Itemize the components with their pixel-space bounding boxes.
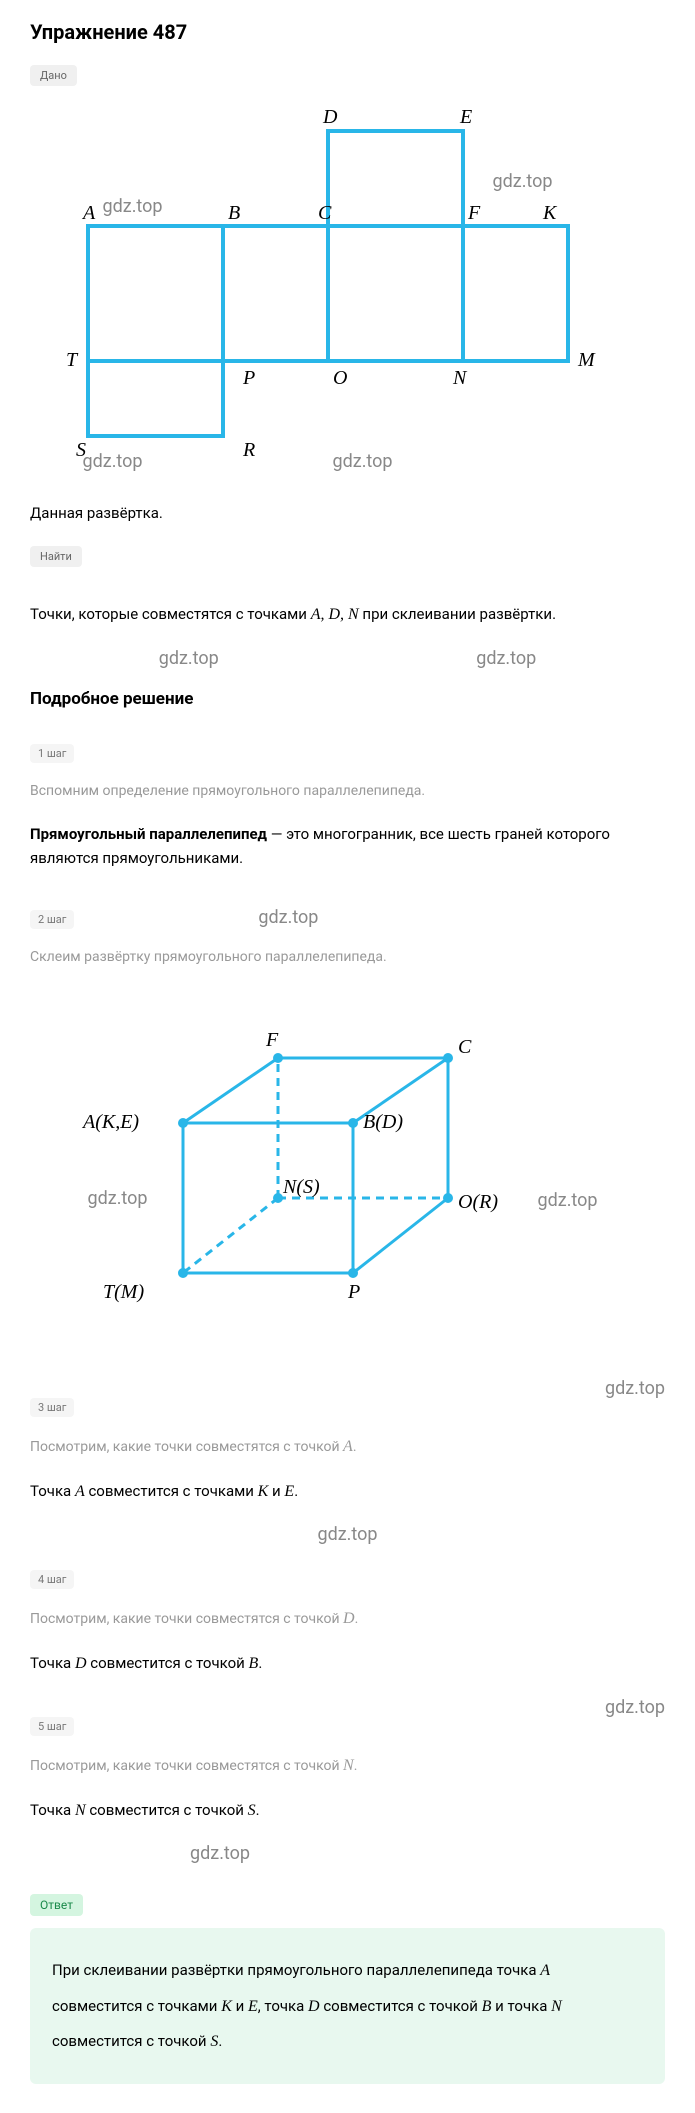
watermark-icon: gdz.top [605, 1697, 665, 1718]
svg-text:N: N [452, 367, 468, 389]
svg-text:A(K,E): A(K,E) [81, 1111, 139, 1133]
net-diagram: D E A B C F K T P O N M S R gdz.top gdz.… [48, 101, 648, 481]
svg-text:S: S [76, 439, 86, 461]
given-badge: Дано [30, 65, 77, 86]
find-text: Точки, которые совместятся с точками A, … [30, 602, 665, 628]
watermark-icon: gdz.top [30, 1524, 665, 1545]
svg-text:D: D [322, 106, 338, 128]
step-3-intro: Посмотрим, какие точки совместятся с точ… [30, 1435, 665, 1459]
step-3-result: Точка A совместится с точками K и E. [30, 1479, 665, 1505]
svg-text:B(D): B(D) [363, 1111, 403, 1133]
svg-text:P: P [347, 1281, 360, 1303]
step-4-badge: 4 шаг [30, 1570, 74, 1589]
step-4-result: Точка D совместится с точкой B. [30, 1651, 665, 1677]
svg-text:F: F [265, 1029, 279, 1051]
svg-text:C: C [458, 1036, 472, 1058]
answer-badge: Ответ [30, 1894, 83, 1916]
step-2-badge: 2 шаг [30, 910, 74, 929]
step-5-intro: Посмотрим, какие точки совместятся с точ… [30, 1754, 665, 1778]
step-5-result: Точка N совместится с точкой S. [30, 1798, 665, 1824]
step-4-intro: Посмотрим, какие точки совместятся с точ… [30, 1607, 665, 1631]
svg-text:O: O [333, 367, 347, 389]
svg-text:R: R [242, 439, 255, 461]
svg-text:T(M): T(M) [103, 1281, 144, 1303]
page-title: Упражнение 487 [30, 20, 665, 44]
step-1-intro: Вспомним определение прямоугольного пара… [30, 781, 665, 802]
solution-heading: Подробное решение [30, 689, 665, 709]
watermark-icon: gdz.top [258, 907, 318, 928]
step-2-intro: Склеим развёртку прямоугольного параллел… [30, 947, 665, 968]
step-5-badge: 5 шаг [30, 1717, 74, 1736]
watermark-icon: gdz.top [190, 1843, 665, 1864]
step-3-badge: 3 шаг [30, 1398, 74, 1417]
svg-text:M: M [577, 349, 596, 371]
given-text: Данная развёртка. [30, 501, 665, 525]
cube-diagram: F C A(K,E) B(D) N(S) O(R) T(M) P gdz.top… [48, 998, 648, 1348]
svg-text:B: B [228, 202, 240, 224]
find-badge: Найти [30, 546, 82, 567]
svg-text:N(S): N(S) [282, 1176, 320, 1198]
svg-text:A: A [81, 202, 96, 224]
svg-text:P: P [242, 367, 255, 389]
watermark-icon: gdz.top [605, 1378, 665, 1399]
svg-text:F: F [467, 202, 481, 224]
step-1-badge: 1 шаг [30, 744, 74, 763]
watermark-row: gdz.top gdz.top [30, 648, 665, 669]
answer-box: При склеивании развёртки прямоугольного … [30, 1928, 665, 2084]
step-1-def: Прямоугольный параллелепипед — это много… [30, 822, 665, 870]
svg-text:T: T [66, 349, 79, 371]
svg-text:K: K [542, 202, 558, 224]
watermark-icon: gdz.top [159, 648, 219, 669]
svg-text:O(R): O(R) [458, 1191, 498, 1213]
watermark-icon: gdz.top [476, 648, 536, 669]
svg-text:C: C [318, 202, 332, 224]
svg-text:E: E [459, 106, 472, 128]
